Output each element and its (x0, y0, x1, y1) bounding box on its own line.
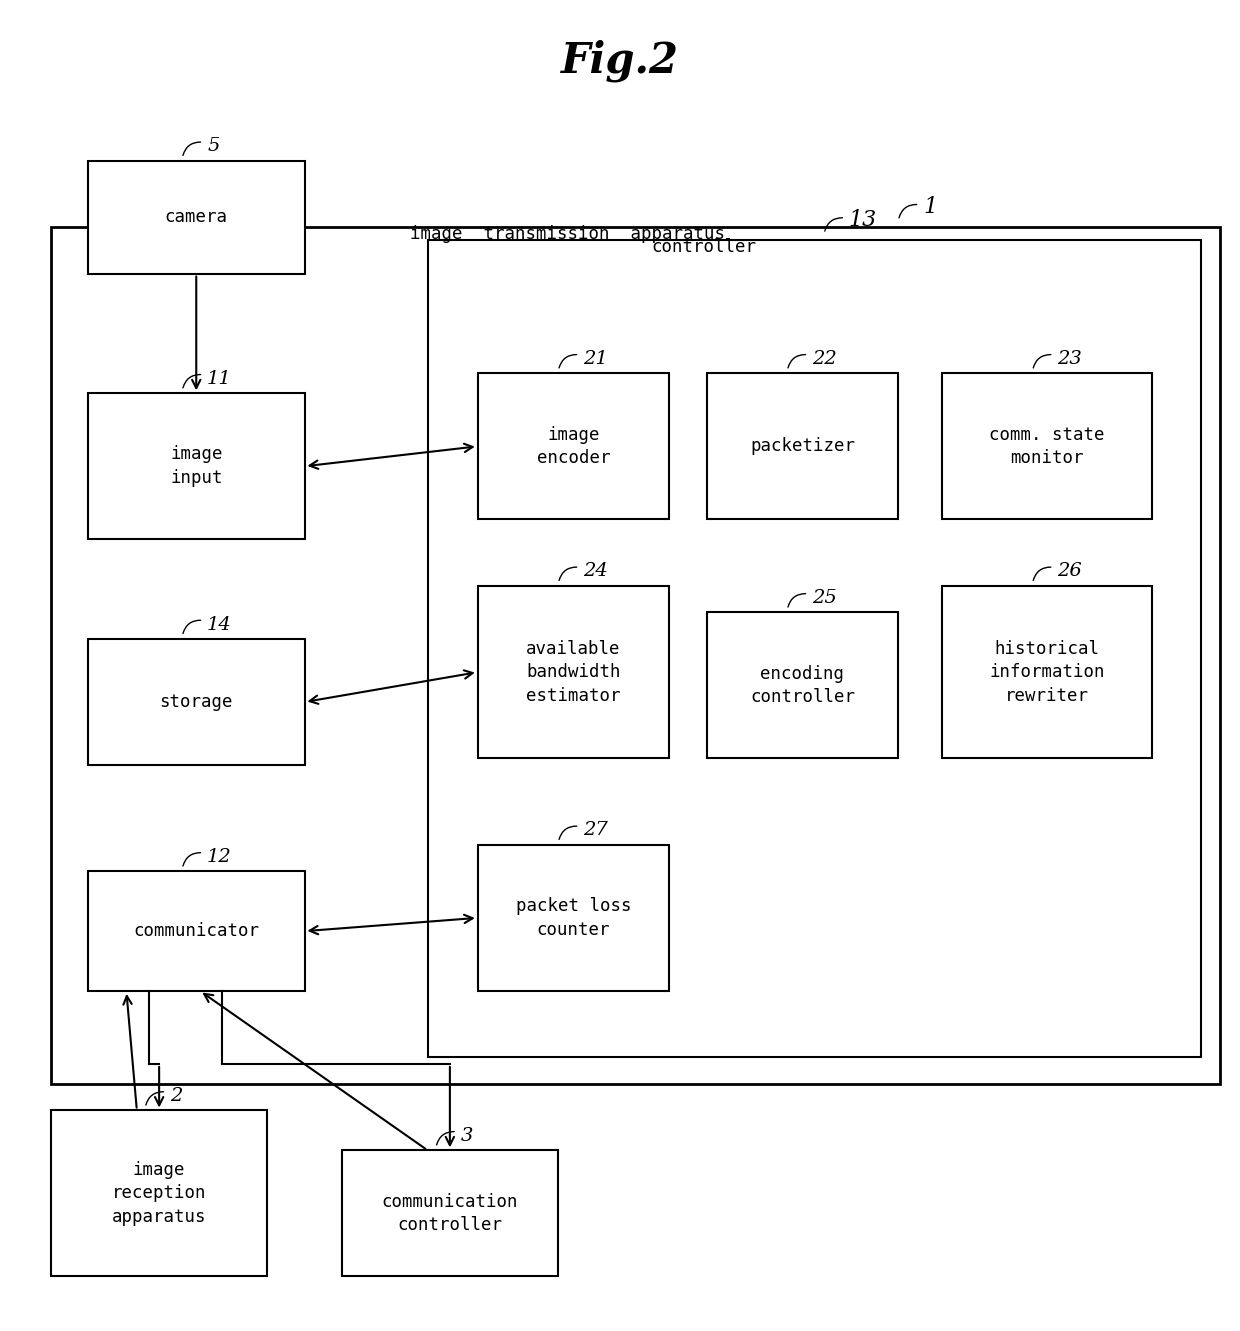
Text: historical
information
rewriter: historical information rewriter (990, 639, 1105, 704)
Text: 1: 1 (923, 196, 937, 218)
Text: 27: 27 (583, 821, 608, 840)
Bar (428, 241, 1202, 1057)
Text: 11: 11 (207, 370, 232, 387)
Text: available
bandwidth
estimator: available bandwidth estimator (526, 639, 621, 704)
Bar (477, 586, 670, 759)
Text: encoding
controller: encoding controller (750, 664, 856, 707)
Bar (477, 373, 670, 519)
Bar (941, 373, 1152, 519)
Bar (342, 1150, 558, 1276)
Text: image
encoder: image encoder (537, 426, 610, 467)
Text: comm. state
monitor: comm. state monitor (990, 426, 1105, 467)
Text: 23: 23 (1058, 350, 1083, 367)
Bar (88, 161, 305, 274)
Bar (941, 586, 1152, 759)
Text: packetizer: packetizer (750, 438, 856, 455)
Text: 3: 3 (461, 1127, 474, 1145)
Text: 25: 25 (812, 590, 837, 607)
Text: 26: 26 (1058, 563, 1083, 580)
Bar (51, 1110, 268, 1276)
Bar (477, 845, 670, 990)
Bar (88, 639, 305, 765)
Text: 13: 13 (849, 209, 877, 232)
Bar (707, 612, 898, 759)
Text: image
input: image input (170, 446, 222, 487)
Text: controller: controller (651, 238, 756, 257)
Text: 14: 14 (207, 616, 232, 634)
Bar (88, 393, 305, 539)
Text: communication
controller: communication controller (382, 1193, 518, 1234)
Text: 2: 2 (170, 1087, 182, 1105)
Text: 24: 24 (583, 563, 608, 580)
Text: packet loss
counter: packet loss counter (516, 897, 631, 938)
Text: image
reception
apparatus: image reception apparatus (112, 1161, 206, 1226)
Text: storage: storage (160, 693, 233, 711)
Text: 22: 22 (812, 350, 837, 367)
Bar (88, 872, 305, 990)
Text: communicator: communicator (133, 922, 259, 940)
Text: camera: camera (165, 208, 228, 226)
Text: 5: 5 (207, 137, 219, 156)
Bar (707, 373, 898, 519)
Text: Fig.2: Fig.2 (560, 40, 680, 83)
Text: image  transmission  apparatus: image transmission apparatus (409, 225, 724, 244)
Text: 12: 12 (207, 848, 232, 866)
Text: 21: 21 (583, 350, 608, 367)
Bar (51, 228, 1220, 1083)
